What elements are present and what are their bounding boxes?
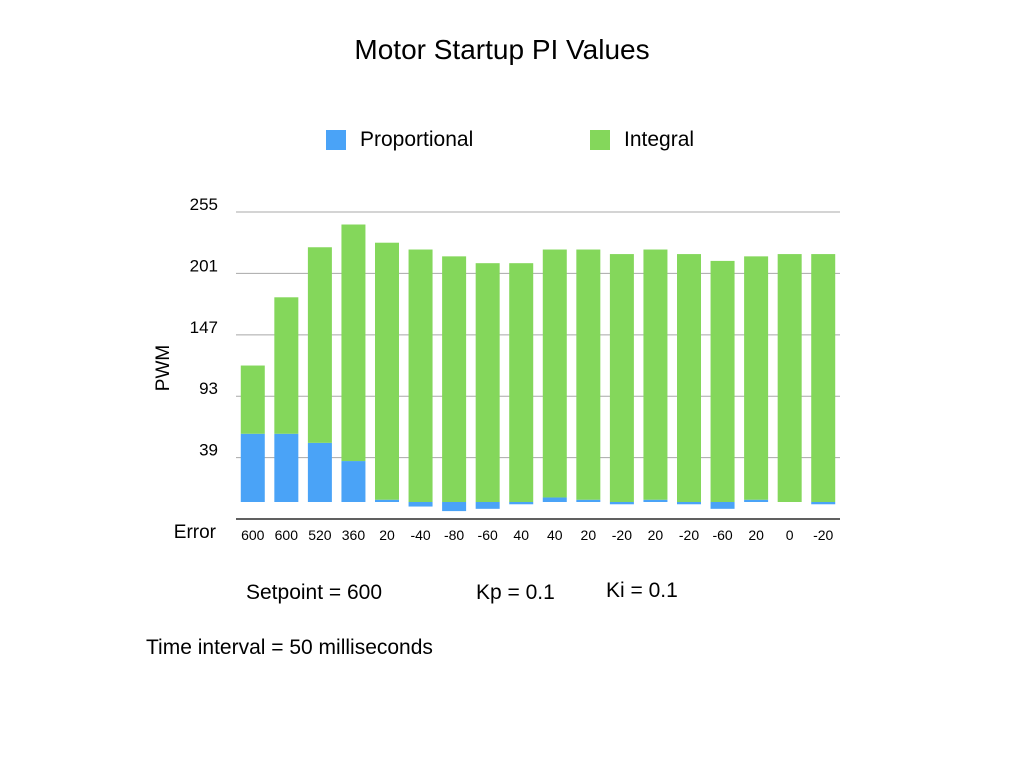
y-tick-label: 147 (190, 318, 218, 337)
bar-integral (408, 249, 433, 502)
x-tick-label: 360 (342, 527, 366, 543)
x-tick-label: 40 (513, 527, 529, 543)
bar-proportional (542, 497, 567, 502)
bar-integral (509, 263, 534, 502)
bar-integral (677, 254, 701, 502)
x-tick-label: -20 (612, 527, 632, 543)
bar-proportional (744, 499, 769, 502)
setpoint-note: Setpoint = 600 (246, 581, 383, 604)
bar-proportional (710, 502, 735, 509)
y-tick-label: 255 (190, 195, 218, 214)
bar-integral (710, 260, 735, 502)
bar-proportional (509, 502, 534, 505)
legend-swatch-integral (590, 130, 610, 150)
bar-integral (744, 256, 769, 500)
x-tick-label: 20 (648, 527, 664, 543)
x-tick-label: -60 (712, 527, 732, 543)
bar-proportional (811, 502, 836, 505)
y-tick-label: 39 (199, 441, 218, 460)
bar-integral (341, 224, 366, 462)
legend-swatch-proportional (326, 130, 346, 150)
bar-proportional (274, 433, 299, 502)
y-axis-label: PWM (153, 345, 174, 391)
bar-integral (643, 249, 668, 500)
ki-note: Ki = 0.1 (606, 579, 678, 602)
bar-integral (274, 297, 299, 434)
bar-proportional (341, 461, 366, 502)
bar-integral (542, 249, 567, 498)
x-tick-label: 520 (308, 527, 332, 543)
bar-proportional (643, 499, 668, 502)
bar-integral (475, 263, 500, 502)
x-tick-label: -20 (813, 527, 833, 543)
chart-title: Motor Startup PI Values (354, 34, 650, 65)
x-tick-label: -40 (410, 527, 430, 543)
x-tick-label: -60 (478, 527, 498, 543)
y-tick-label: 93 (199, 379, 218, 398)
x-axis-label: Error (174, 522, 217, 543)
bar-proportional (442, 502, 467, 512)
bar-integral (576, 249, 601, 500)
bar-integral (240, 365, 265, 434)
legend-label-integral: Integral (624, 128, 695, 151)
time-interval-note: Time interval = 50 milliseconds (146, 636, 433, 659)
x-tick-label: -20 (679, 527, 699, 543)
x-tick-label: 600 (241, 527, 265, 543)
bar-integral (609, 254, 634, 502)
x-tick-label: 20 (581, 527, 597, 543)
x-tick-label: 20 (748, 527, 764, 543)
bar-integral (307, 247, 332, 443)
kp-note: Kp = 0.1 (476, 581, 555, 604)
bar-proportional (576, 499, 601, 502)
bar-integral (375, 242, 399, 500)
bar-proportional (609, 502, 634, 505)
bar-proportional (475, 502, 500, 509)
y-tick-label: 201 (190, 256, 218, 275)
x-tick-label: 0 (786, 527, 794, 543)
bar-proportional (375, 499, 399, 502)
bar-proportional (677, 502, 701, 505)
bar-integral (777, 254, 802, 502)
legend-label-proportional: Proportional (360, 128, 474, 151)
x-tick-label: 600 (275, 527, 299, 543)
legend-item-proportional: Proportional (326, 128, 473, 152)
x-tick-label: -80 (444, 527, 464, 543)
bar-proportional (240, 433, 265, 502)
chart-legend: Proportional Integral (0, 128, 1024, 158)
x-tick-label: 40 (547, 527, 563, 543)
x-tick-label: 20 (379, 527, 395, 543)
bar-integral (442, 256, 467, 502)
legend-item-integral: Integral (590, 128, 694, 152)
bar-proportional (408, 502, 433, 507)
bar-proportional (307, 442, 332, 502)
bar-integral (811, 254, 836, 502)
